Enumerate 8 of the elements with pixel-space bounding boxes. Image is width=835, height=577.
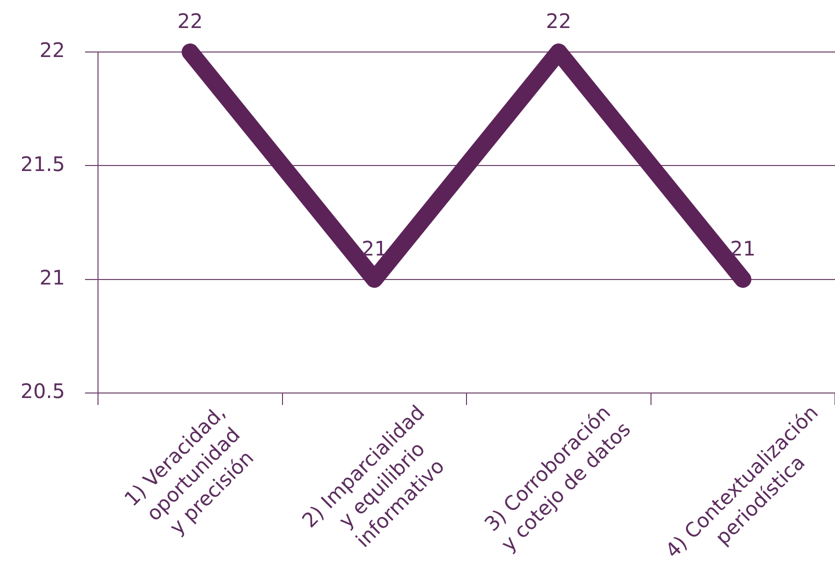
data-label: 21 <box>730 236 756 260</box>
y-tick-label: 20.5 <box>20 379 65 404</box>
y-tick-label: 22 <box>40 38 65 62</box>
data-label: 22 <box>546 9 572 33</box>
data-label: 22 <box>177 9 203 33</box>
data-label: 21 <box>362 236 388 260</box>
y-tick-label: 21 <box>40 266 65 290</box>
y-tick-label: 21.5 <box>20 152 65 176</box>
